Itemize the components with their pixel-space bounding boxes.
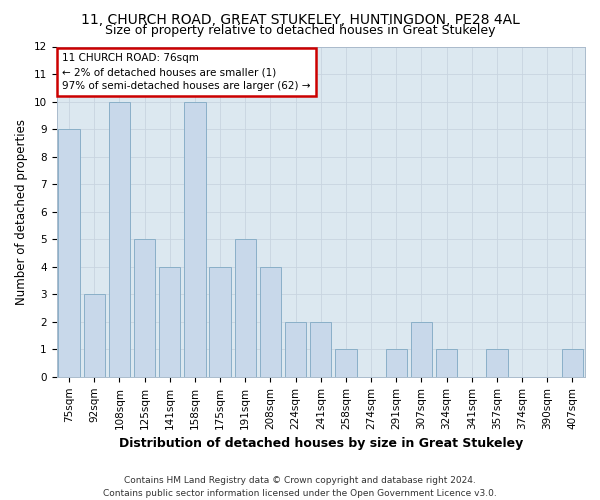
Text: Size of property relative to detached houses in Great Stukeley: Size of property relative to detached ho…	[105, 24, 495, 37]
Bar	[486, 350, 508, 377]
Bar	[159, 266, 181, 377]
Bar	[134, 239, 155, 377]
Bar	[235, 239, 256, 377]
Bar	[209, 266, 231, 377]
Bar	[335, 350, 356, 377]
Bar	[285, 322, 306, 377]
Bar	[83, 294, 105, 377]
Y-axis label: Number of detached properties: Number of detached properties	[15, 118, 28, 304]
Bar	[310, 322, 331, 377]
X-axis label: Distribution of detached houses by size in Great Stukeley: Distribution of detached houses by size …	[119, 437, 523, 450]
Bar	[260, 266, 281, 377]
Text: 11, CHURCH ROAD, GREAT STUKELEY, HUNTINGDON, PE28 4AL: 11, CHURCH ROAD, GREAT STUKELEY, HUNTING…	[80, 12, 520, 26]
Bar	[436, 350, 457, 377]
Bar	[386, 350, 407, 377]
Bar	[184, 102, 206, 377]
Bar	[58, 129, 80, 377]
Bar	[411, 322, 432, 377]
Bar	[109, 102, 130, 377]
Bar	[562, 350, 583, 377]
Text: 11 CHURCH ROAD: 76sqm
← 2% of detached houses are smaller (1)
97% of semi-detach: 11 CHURCH ROAD: 76sqm ← 2% of detached h…	[62, 53, 310, 91]
Text: Contains HM Land Registry data © Crown copyright and database right 2024.
Contai: Contains HM Land Registry data © Crown c…	[103, 476, 497, 498]
